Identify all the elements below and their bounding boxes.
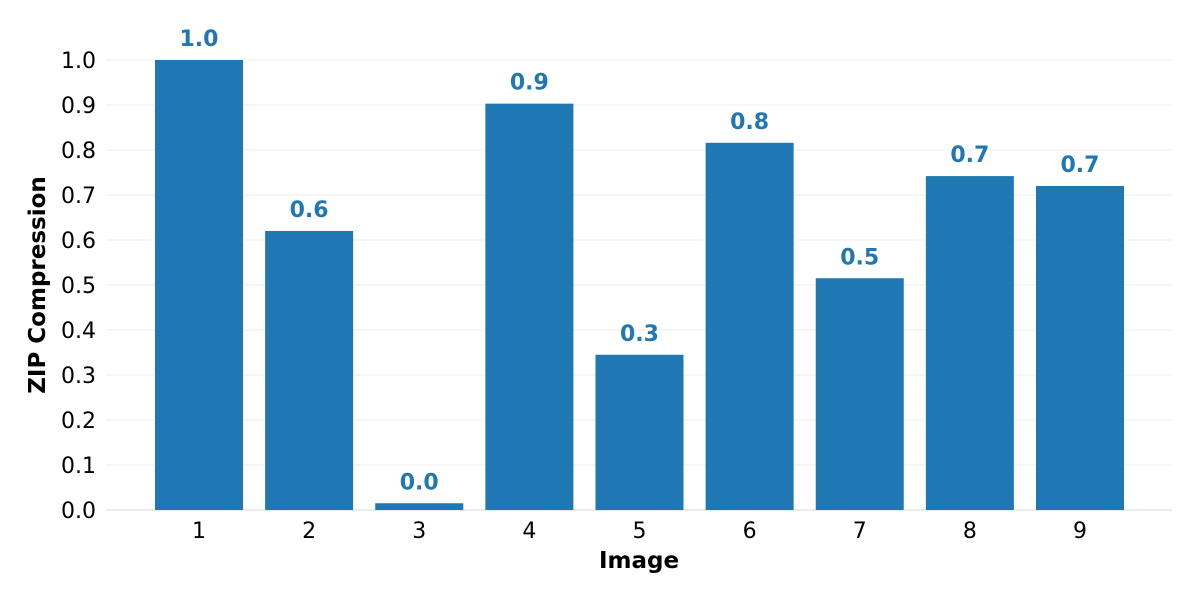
bar xyxy=(1036,186,1124,510)
bar xyxy=(925,176,1014,510)
bar-value-label: 0.5 xyxy=(840,245,879,270)
bar-value-label: 1.0 xyxy=(180,27,219,52)
y-tick-label: 0.4 xyxy=(61,319,96,344)
y-tick-label: 0.7 xyxy=(61,184,96,209)
x-tick-label: 8 xyxy=(963,519,977,544)
bar-value-label: 0.8 xyxy=(730,110,769,135)
y-tick-label: 1.0 xyxy=(61,49,96,74)
bar-value-label: 0.6 xyxy=(290,198,329,223)
y-tick-label: 0.9 xyxy=(61,94,96,119)
bar-value-label: 0.9 xyxy=(510,71,549,96)
x-tick-label: 6 xyxy=(743,519,757,544)
y-tick-label: 0.5 xyxy=(61,274,96,299)
bar-value-label: 0.7 xyxy=(1061,153,1100,178)
bar xyxy=(595,354,684,510)
y-tick-label: 0.3 xyxy=(61,364,96,389)
x-tick-label: 2 xyxy=(302,519,316,544)
x-axis-ticks: 1 2 3 4 5 6 7 8 9 xyxy=(192,519,1087,544)
x-axis-title: Image xyxy=(599,548,679,574)
bar xyxy=(265,231,354,510)
bar xyxy=(815,278,904,510)
x-tick-label: 7 xyxy=(853,519,867,544)
bars xyxy=(155,60,1124,511)
bar-value-label: 0.3 xyxy=(620,322,659,347)
y-tick-label: 0.8 xyxy=(61,139,96,164)
y-tick-label: 0.0 xyxy=(61,499,96,524)
bar xyxy=(375,503,464,510)
x-tick-label: 4 xyxy=(522,519,536,544)
x-tick-label: 1 xyxy=(192,519,206,544)
x-tick-label: 9 xyxy=(1073,519,1087,544)
bar xyxy=(705,142,794,511)
x-tick-label: 5 xyxy=(633,519,647,544)
y-axis-ticks: 0.0 0.1 0.2 0.3 0.4 0.5 0.6 0.7 0.8 0.9 1.0 xyxy=(61,49,96,524)
bar xyxy=(485,103,574,511)
data-labels: 1.0 0.6 0.0 0.9 0.3 0.8 0.5 0.7 0.7 xyxy=(180,27,1100,495)
bar-value-label: 0.7 xyxy=(950,143,989,168)
y-tick-label: 0.6 xyxy=(61,229,96,254)
bar-value-label: 0.0 xyxy=(400,470,439,495)
x-tick-label: 3 xyxy=(412,519,426,544)
y-tick-label: 0.1 xyxy=(61,454,96,479)
bar xyxy=(155,60,243,510)
y-axis-title: ZIP Compression xyxy=(25,176,51,394)
y-tick-label: 0.2 xyxy=(61,409,96,434)
